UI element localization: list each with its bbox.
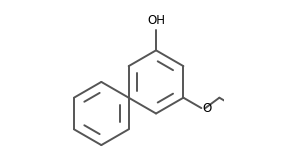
Text: OH: OH (147, 14, 165, 27)
Text: O: O (202, 102, 211, 115)
